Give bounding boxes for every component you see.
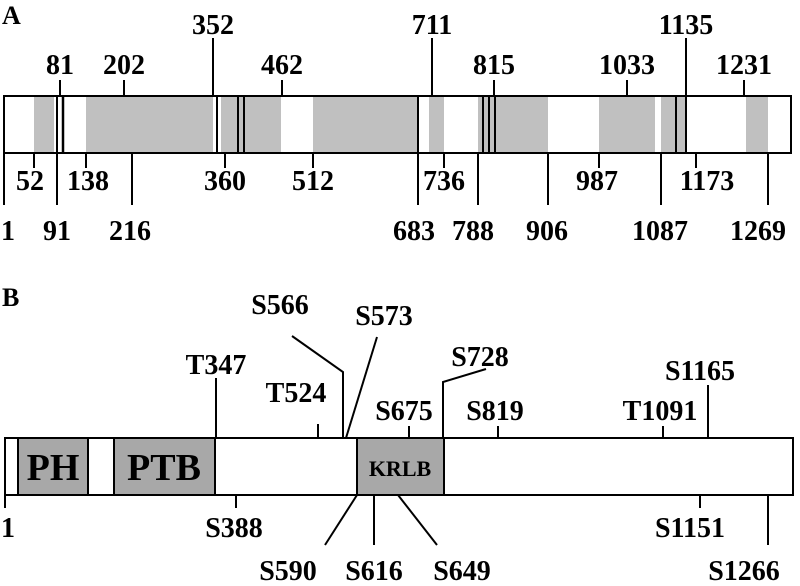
bottom-label: 1087 — [632, 216, 688, 247]
segment — [221, 97, 281, 152]
top-label: 815 — [473, 50, 515, 81]
site-label: S616 — [345, 556, 403, 586]
top-label: 1231 — [716, 50, 772, 81]
panel-b-bar — [4, 437, 794, 496]
top-label: 1033 — [599, 50, 655, 81]
site-label: T347 — [186, 350, 247, 381]
top-label: 462 — [261, 50, 303, 81]
segment — [313, 97, 417, 152]
panel-a-bottom-labels-row2: 1 91 216 683 788 906 1087 1269 — [1, 216, 786, 247]
segment — [86, 97, 213, 152]
panel-b-site-labels-below: S388 S1151 S590 S616 S649 S1266 1 — [1, 513, 780, 586]
bottom-label: 91 — [43, 216, 71, 247]
site-label: S1266 — [708, 556, 780, 586]
bottom-label: 138 — [67, 166, 109, 197]
bottom-label: 216 — [109, 216, 151, 247]
ptb-domain — [113, 437, 216, 496]
ph-domain-label: PH — [27, 447, 80, 489]
top-label: 1135 — [659, 10, 713, 41]
site-label: S675 — [375, 396, 433, 427]
start-label: 1 — [1, 513, 15, 544]
panel-a-bar — [3, 95, 792, 154]
bottom-label: 788 — [452, 216, 494, 247]
bottom-label: 512 — [292, 166, 334, 197]
panel-b-label: B — [2, 283, 19, 312]
segment — [746, 97, 768, 152]
bottom-label: 736 — [423, 166, 465, 197]
segment — [661, 97, 685, 152]
ptb-domain-label: PTB — [127, 447, 201, 489]
segment — [34, 97, 54, 152]
site-label: S819 — [466, 396, 524, 427]
bottom-label: 52 — [16, 166, 44, 197]
leader — [324, 494, 358, 546]
leader — [442, 368, 487, 438]
top-label: 352 — [192, 10, 234, 41]
site-label: S566 — [251, 290, 309, 321]
site-label: S1151 — [655, 513, 725, 544]
panel-a-bottom-labels-row1: 52 138 360 512 736 987 1173 — [16, 166, 734, 197]
segment — [599, 97, 655, 152]
panel-a-top-ticks — [59, 38, 745, 96]
top-label: 202 — [103, 50, 145, 81]
panel-a-bottom-ticks — [3, 153, 769, 205]
bottom-label: 1 — [1, 216, 15, 247]
segment — [429, 97, 444, 152]
panel-b-bottom-leaders — [4, 494, 769, 546]
site-label: T524 — [266, 378, 327, 409]
site-label: S388 — [205, 513, 263, 544]
leader — [345, 336, 378, 439]
panel-b-site-labels-above: S566 S573 S728 T347 T524 S675 S819 S1165… — [186, 290, 735, 427]
site-label: S573 — [355, 301, 413, 332]
site-label: S590 — [259, 556, 317, 586]
panel-a-top-labels: 81 202 352 462 711 815 1033 1135 1231 — [46, 10, 772, 81]
bottom-label: 683 — [393, 216, 435, 247]
panel-b-top-leaders — [215, 335, 709, 439]
panel-a-label: A — [2, 1, 21, 30]
top-label: 81 — [46, 50, 74, 81]
leader — [291, 335, 344, 438]
site-label: T1091 — [623, 396, 698, 427]
bottom-label: 360 — [204, 166, 246, 197]
site-label: S728 — [451, 342, 509, 373]
bottom-label: 1173 — [680, 166, 734, 197]
krlb-domain — [356, 437, 445, 496]
ph-domain — [17, 437, 89, 496]
krlb-domain-label: KRLB — [369, 456, 432, 481]
panel-b-domain-labels: PH PTB KRLB — [27, 447, 432, 489]
leader — [397, 494, 438, 546]
top-label: 711 — [412, 10, 452, 41]
bottom-label: 987 — [576, 166, 618, 197]
site-label: S1165 — [665, 356, 735, 387]
panel-a-separators — [56, 96, 687, 153]
bottom-label: 906 — [526, 216, 568, 247]
bottom-label: 1269 — [730, 216, 786, 247]
site-label: S649 — [433, 556, 491, 586]
